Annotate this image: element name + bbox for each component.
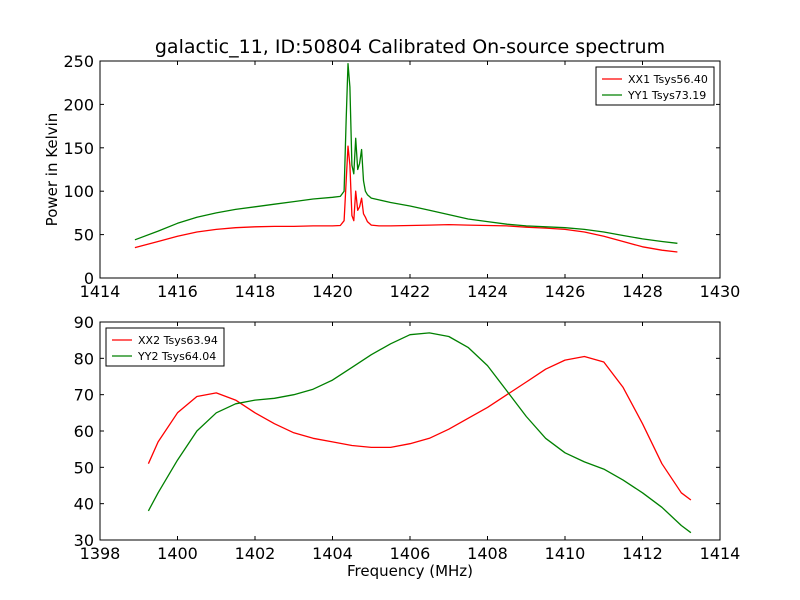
legend-entry-label: YY2 Tsys64.04 [137, 350, 216, 363]
y-axis-title: Power in Kelvin [43, 113, 61, 227]
x-tick-label: 1422 [390, 282, 431, 301]
x-tick-label: 1418 [235, 282, 276, 301]
legend: XX1 Tsys56.40 YY1 Tsys73.19 [595, 66, 715, 106]
y-tick-label: 50 [74, 226, 94, 245]
y-tick-label: 150 [63, 139, 94, 158]
x-axis-title: Frequency (MHz) [347, 562, 473, 580]
x-tick-label: 1404 [312, 544, 353, 563]
legend-entry-label: YY1 Tsys73.19 [627, 89, 706, 102]
x-tick-label: 1424 [467, 282, 508, 301]
x-tick-label: 1428 [622, 282, 663, 301]
x-tick-label: 1400 [157, 544, 198, 563]
y-tick-label: 90 [74, 313, 94, 332]
x-tick-label: 1420 [312, 282, 353, 301]
y-tick-label: 250 [63, 52, 94, 71]
y-tick-label: 30 [74, 531, 94, 550]
x-tick-label: 1430 [700, 282, 741, 301]
legend: XX2 Tsys63.94 YY2 Tsys64.04 [105, 327, 225, 367]
x-tick-label: 1414 [700, 544, 741, 563]
x-tick-label: 1406 [390, 544, 431, 563]
series-line-2-1 [147, 355, 692, 501]
y-tick-label: 0 [84, 269, 94, 288]
x-tick-label: 1408 [467, 544, 508, 563]
legend-box [595, 66, 715, 106]
chart-title: galactic_11, ID:50804 Calibrated On-sour… [155, 36, 665, 58]
series-line-1-1 [134, 145, 678, 253]
y-tick-label: 80 [74, 349, 94, 368]
legend-entry-label: XX1 Tsys56.40 [628, 73, 708, 86]
y-tick-label: 70 [74, 386, 94, 405]
x-tick-label: 1402 [235, 544, 276, 563]
legend-entry-label: XX2 Tsys63.94 [138, 334, 218, 347]
x-tick-label: 1426 [545, 282, 586, 301]
y-tick-label: 40 [74, 495, 94, 514]
series-line-2-2 [147, 332, 692, 534]
y-tick-label: 100 [63, 182, 94, 201]
x-tick-label: 1398 [80, 544, 121, 563]
series-line-1-2 [134, 62, 678, 244]
x-tick-label: 1410 [545, 544, 586, 563]
x-tick-label: 1414 [80, 282, 121, 301]
x-tick-label: 1416 [157, 282, 198, 301]
bottom-plot-panel: 1398 1400 1402 1404 1406 1408 1410 1412 1414 30 40… [74, 313, 741, 580]
x-tick-label: 1412 [622, 544, 663, 563]
legend-box [105, 327, 225, 367]
y-tick-label: 50 [74, 458, 94, 477]
top-plot-panel: 1414 1416 1418 1420 1422 1424 1426 1428 1430 0 50 1… [43, 52, 740, 301]
y-tick-label: 60 [74, 422, 94, 441]
y-tick-label: 200 [63, 95, 94, 114]
